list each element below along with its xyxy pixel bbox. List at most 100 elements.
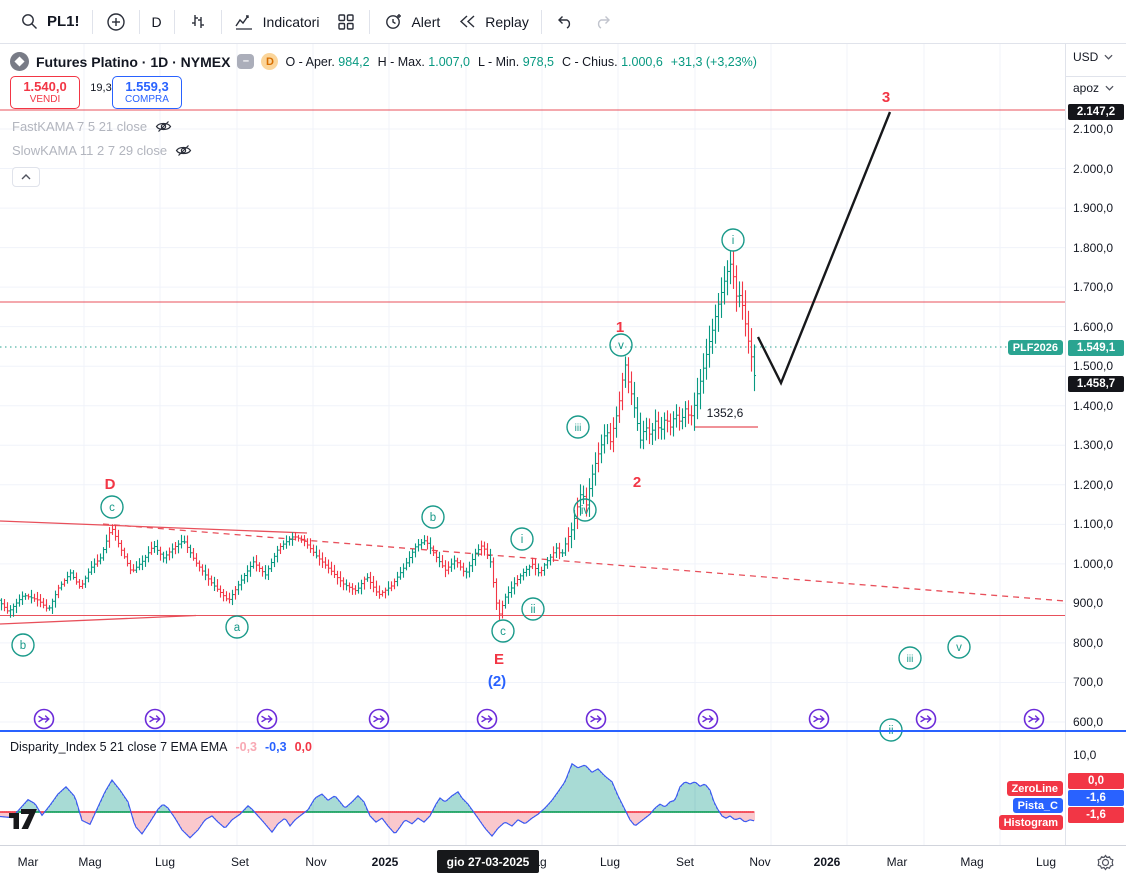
redo-icon: [592, 11, 614, 33]
search-icon: [18, 11, 40, 33]
time-tick: Nov: [749, 855, 771, 869]
series-price-chip: 1.549,1: [1068, 340, 1124, 356]
symbol-label: PL1!: [47, 13, 80, 30]
replay-button[interactable]: Replay: [448, 7, 537, 37]
ohlc-low-label: L - Min.: [478, 54, 520, 69]
sell-button[interactable]: 1.540,0 VENDI: [10, 76, 80, 109]
last-price-chip: 1.458,7: [1068, 376, 1124, 392]
indicator-title[interactable]: Disparity_Index 5 21 close 7 EMA EMA: [10, 740, 228, 754]
chevron-down-icon: [1105, 85, 1114, 91]
indicator-pane[interactable]: Disparity_Index 5 21 close 7 EMA EMA -0,…: [0, 731, 1065, 845]
svg-text:v: v: [956, 642, 962, 654]
overlay-fastkama: FastKAMA 7 5 21 close: [12, 119, 172, 134]
indicator-legend: Disparity_Index 5 21 close 7 EMA EMA -0,…: [10, 740, 312, 754]
toolbar-divider: [138, 9, 140, 34]
svg-text:a: a: [234, 622, 241, 634]
indicator-value-2: -0,3: [265, 740, 287, 754]
zeroline-chip: ZeroLine: [1006, 781, 1063, 796]
price-axis[interactable]: USD apoz 2.100,0 2.000,0 1.900,0 1.800,0 1.7…: [1065, 44, 1126, 845]
indicator-value-3: 0,0: [294, 740, 312, 754]
currency-selector[interactable]: USD: [1073, 50, 1113, 64]
symbol-search-button[interactable]: PL1!: [10, 7, 88, 37]
trendline-drawings[interactable]: [0, 426, 1066, 625]
eye-off-icon[interactable]: [155, 119, 172, 134]
ohlc-close-label: C - Chius.: [562, 54, 618, 69]
svg-text:ii: ii: [530, 604, 535, 616]
time-axis[interactable]: MarMagLugSetNov2025MagLugSetNov2026MarMa…: [0, 845, 1126, 877]
undo-button[interactable]: [546, 7, 584, 37]
price-level-lines[interactable]: [0, 109, 1065, 617]
svg-text:E: E: [494, 651, 504, 668]
sell-price: 1.540,0: [23, 78, 67, 94]
time-tick: Set: [675, 855, 695, 869]
alert-price-chip: 2.147,2: [1068, 104, 1124, 120]
price-tick: 2.100,0: [1073, 122, 1114, 136]
plus-circle-icon: [105, 11, 127, 33]
settings-gear-icon[interactable]: [1097, 854, 1114, 874]
elliott-wave-labels[interactable]: D 1 2 3 E (2): [105, 89, 891, 690]
replay-icon: [456, 11, 478, 33]
time-tick: Mag: [78, 855, 102, 869]
svg-text:3: 3: [882, 89, 890, 106]
svg-text:c: c: [500, 626, 506, 638]
instrument-logo: [10, 52, 29, 71]
main-chart-pane[interactable]: 1352,6cabbiiiciiiivviiiiviiD123E(2) Futu…: [0, 44, 1066, 742]
rollover-icon: [368, 708, 390, 730]
ohlc-open-value: 984,2: [338, 54, 370, 69]
replay-label: Replay: [485, 13, 529, 30]
price-tick: 1.500,0: [1073, 359, 1114, 374]
rollover-icon: [476, 708, 498, 730]
svg-text:(2): (2): [488, 673, 506, 690]
pistac-value-chip: -1,6: [1068, 790, 1124, 806]
main-chart-svg: 1352,6cabbiiiciiiivviiiiviiD123E(2): [0, 44, 1066, 742]
indicators-button[interactable]: Indicatori: [226, 7, 328, 37]
time-tick: 2026: [813, 855, 841, 869]
chart-style-button[interactable]: [179, 7, 217, 37]
ohlc-values: O - Aper. 984,2 H - Max. 1.007,0 L - Min…: [285, 55, 756, 69]
interval-label: D: [151, 13, 162, 30]
add-symbol-button[interactable]: [97, 7, 135, 37]
indicator-axis-tick: 10,0: [1073, 748, 1097, 762]
trade-panel: 1.540,0 VENDI 19,3 1.559,3 COMPRA: [10, 76, 182, 109]
projection-line[interactable]: [756, 111, 892, 386]
price-tick: 1.900,0: [1073, 201, 1114, 215]
grid-layout-icon: [335, 11, 357, 33]
svg-text:2: 2: [633, 474, 641, 491]
scale-mode-selector[interactable]: apoz: [1073, 81, 1114, 95]
redo-button[interactable]: [584, 7, 622, 37]
toolbar-divider: [540, 9, 542, 34]
time-tick: Nov: [305, 855, 327, 869]
alert-label: Alert: [411, 13, 441, 30]
buy-button[interactable]: 1.559,3 COMPRA: [112, 76, 182, 109]
change-value: +31,3 (+3,23%): [670, 54, 757, 69]
pane-separator[interactable]: [0, 730, 1126, 732]
chart-title[interactable]: Futures Platino · 1D · NYMEX: [36, 53, 231, 70]
histogram-chip: Histogram: [998, 815, 1063, 830]
alert-clock-icon: [382, 11, 404, 33]
price-tick: 1.600,0: [1073, 319, 1114, 334]
interval-button[interactable]: D: [144, 10, 170, 34]
price-tick: 1.000,0: [1073, 556, 1114, 571]
collapse-legend-button[interactable]: [12, 167, 40, 187]
price-bars: [0, 250, 756, 621]
contract-rollover-markers[interactable]: [33, 708, 1045, 730]
price-tick: 2.000,0: [1073, 161, 1114, 176]
price-annotation[interactable]: 1352,6: [707, 406, 744, 420]
interval-badge[interactable]: D: [261, 53, 279, 70]
eye-off-icon[interactable]: [175, 143, 192, 158]
compare-pill[interactable]: –: [237, 54, 255, 69]
tradingview-logo[interactable]: [8, 807, 42, 836]
rollover-icon: [256, 708, 278, 730]
currency-label: USD: [1073, 50, 1099, 64]
ohlc-low-value: 978,5: [522, 54, 554, 69]
time-tick: Lug: [1035, 855, 1057, 869]
time-tick: Mag: [960, 855, 984, 869]
alert-button[interactable]: Alert: [374, 7, 448, 37]
layout-button[interactable]: [327, 7, 365, 37]
price-tick: 700,0: [1073, 675, 1104, 690]
svg-text:iii: iii: [575, 423, 582, 434]
svg-text:1: 1: [616, 319, 624, 336]
toolbar-divider: [91, 9, 93, 34]
time-tick: Mar: [886, 855, 908, 869]
buy-label: COMPRA: [125, 94, 169, 106]
